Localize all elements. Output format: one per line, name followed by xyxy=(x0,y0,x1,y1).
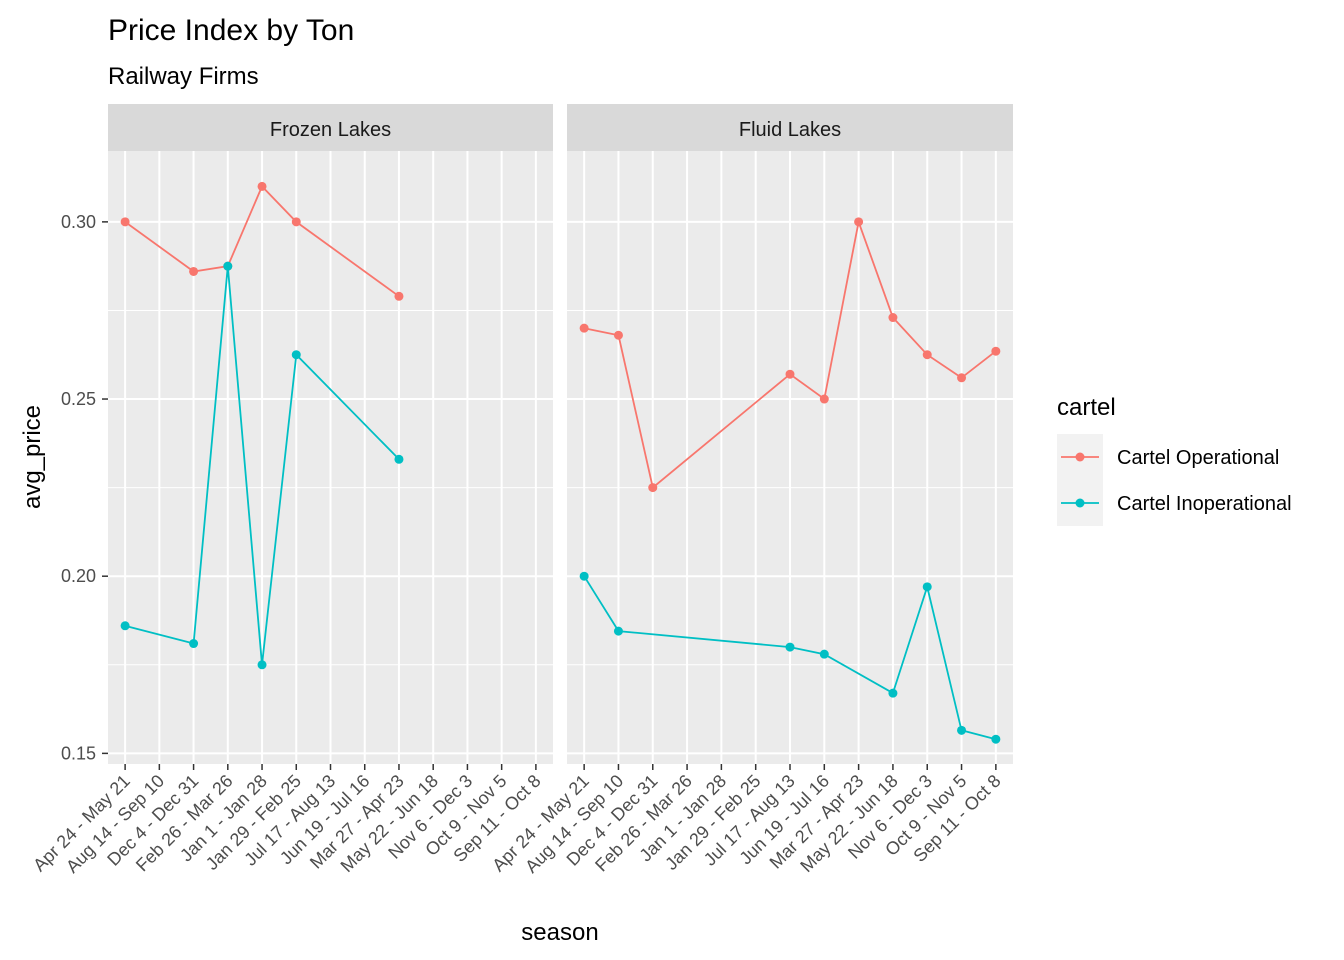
data-point xyxy=(120,621,130,631)
data-point xyxy=(888,688,898,698)
legend-label: Cartel Inoperational xyxy=(1117,493,1292,515)
data-point xyxy=(819,649,829,659)
y-tick-label: 0.15 xyxy=(61,743,96,763)
data-point xyxy=(854,217,864,227)
legend-key-point xyxy=(1075,498,1085,508)
facet-strip xyxy=(108,104,553,151)
data-point xyxy=(291,217,301,227)
data-point xyxy=(189,266,199,276)
legend-title: cartel xyxy=(1057,394,1116,421)
chart-title: Price Index by Ton xyxy=(108,14,354,47)
facet-strip-label: Fluid Lakes xyxy=(739,119,841,141)
facet-strip-label: Frozen Lakes xyxy=(270,119,391,141)
data-point xyxy=(922,350,932,360)
data-point xyxy=(785,642,795,652)
data-point xyxy=(223,261,233,271)
series-line xyxy=(124,184,400,298)
data-point xyxy=(922,582,932,592)
series-line xyxy=(584,218,997,490)
y-tick-label: 0.25 xyxy=(61,389,96,409)
facet-strip xyxy=(567,104,1013,151)
legend-key-point xyxy=(1075,452,1085,462)
data-point xyxy=(394,291,404,301)
data-point xyxy=(888,313,898,323)
data-point xyxy=(120,217,130,227)
data-point xyxy=(257,660,267,670)
legend: cartel Cartel Operational Cartel Inoperat… xyxy=(1057,394,1292,526)
series-line xyxy=(583,575,997,741)
data-point xyxy=(957,373,967,383)
data-point xyxy=(785,369,795,379)
data-point xyxy=(613,626,623,636)
data-point xyxy=(579,323,589,333)
legend-label: Cartel Operational xyxy=(1117,447,1279,469)
y-tick-label: 0.20 xyxy=(61,566,96,586)
y-tick-label: 0.30 xyxy=(61,212,96,232)
y-axis-title: avg_price xyxy=(19,405,46,509)
data-point xyxy=(648,483,658,493)
data-point xyxy=(991,734,1001,744)
data-point xyxy=(991,346,1001,356)
data-point xyxy=(819,394,829,404)
data-point xyxy=(257,181,267,191)
data-point xyxy=(613,330,623,340)
series-line xyxy=(124,266,400,665)
data-point xyxy=(957,725,967,735)
data-point xyxy=(291,350,301,360)
data-point xyxy=(189,639,199,649)
data-point xyxy=(579,571,589,581)
chart-subtitle: Railway Firms xyxy=(108,63,259,90)
x-axis-title: season xyxy=(521,919,598,946)
data-point xyxy=(394,454,404,464)
